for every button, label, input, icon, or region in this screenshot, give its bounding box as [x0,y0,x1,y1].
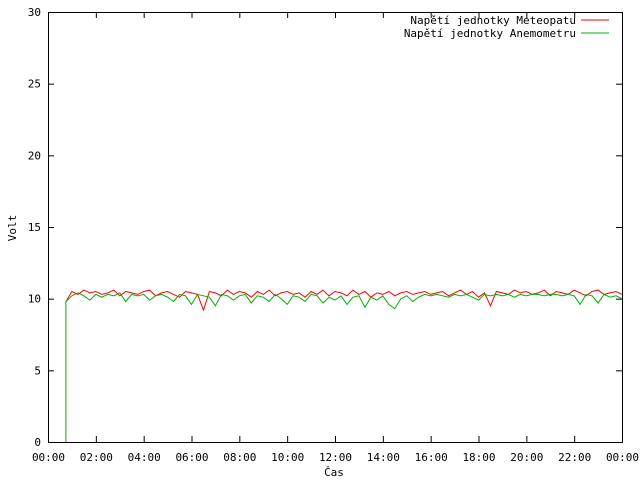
y-tick-label: 10 [28,293,41,306]
y-axis-ticks: 0 5 10 15 20 25 30 [28,6,622,449]
x-tick-label: 00:00 [32,451,65,464]
x-tick-label: 22:00 [558,451,591,464]
legend-label-anemometr: Napětí jednotky Anemometru [404,27,576,40]
x-tick-label: 06:00 [175,451,208,464]
y-tick-label: 20 [28,149,41,162]
series-line-meteopat [65,289,623,312]
x-tick-label: 08:00 [223,451,256,464]
y-tick-label: 30 [28,6,41,19]
y-tick-label: 5 [34,364,41,377]
y-tick-label: 0 [34,436,41,449]
x-tick-label: 00:00 [606,451,639,464]
x-axis-label: Čas [324,466,344,479]
y-tick-label: 25 [28,78,41,91]
legend-label-meteopat: Napětí jednotky Meteopatu [410,14,576,27]
x-tick-label: 16:00 [415,451,448,464]
x-tick-label: 02:00 [80,451,113,464]
x-tick-label: 20:00 [510,451,543,464]
x-tick-label: 18:00 [462,451,495,464]
y-tick-label: 15 [28,221,41,234]
x-tick-label: 10:00 [271,451,304,464]
series-line-anemometr [65,292,623,442]
x-tick-label: 14:00 [367,451,400,464]
y-axis-label: Volt [6,215,19,242]
legend: Napětí jednotky Meteopatu Napětí jednotk… [404,14,609,40]
x-tick-label: 12:00 [319,451,352,464]
plot-frame [48,12,623,443]
series-layer [65,289,623,442]
x-tick-label: 04:00 [128,451,161,464]
x-axis-ticks: 00:00 02:00 04:00 06:00 08:00 10:00 12:00 14:00… [32,12,639,464]
